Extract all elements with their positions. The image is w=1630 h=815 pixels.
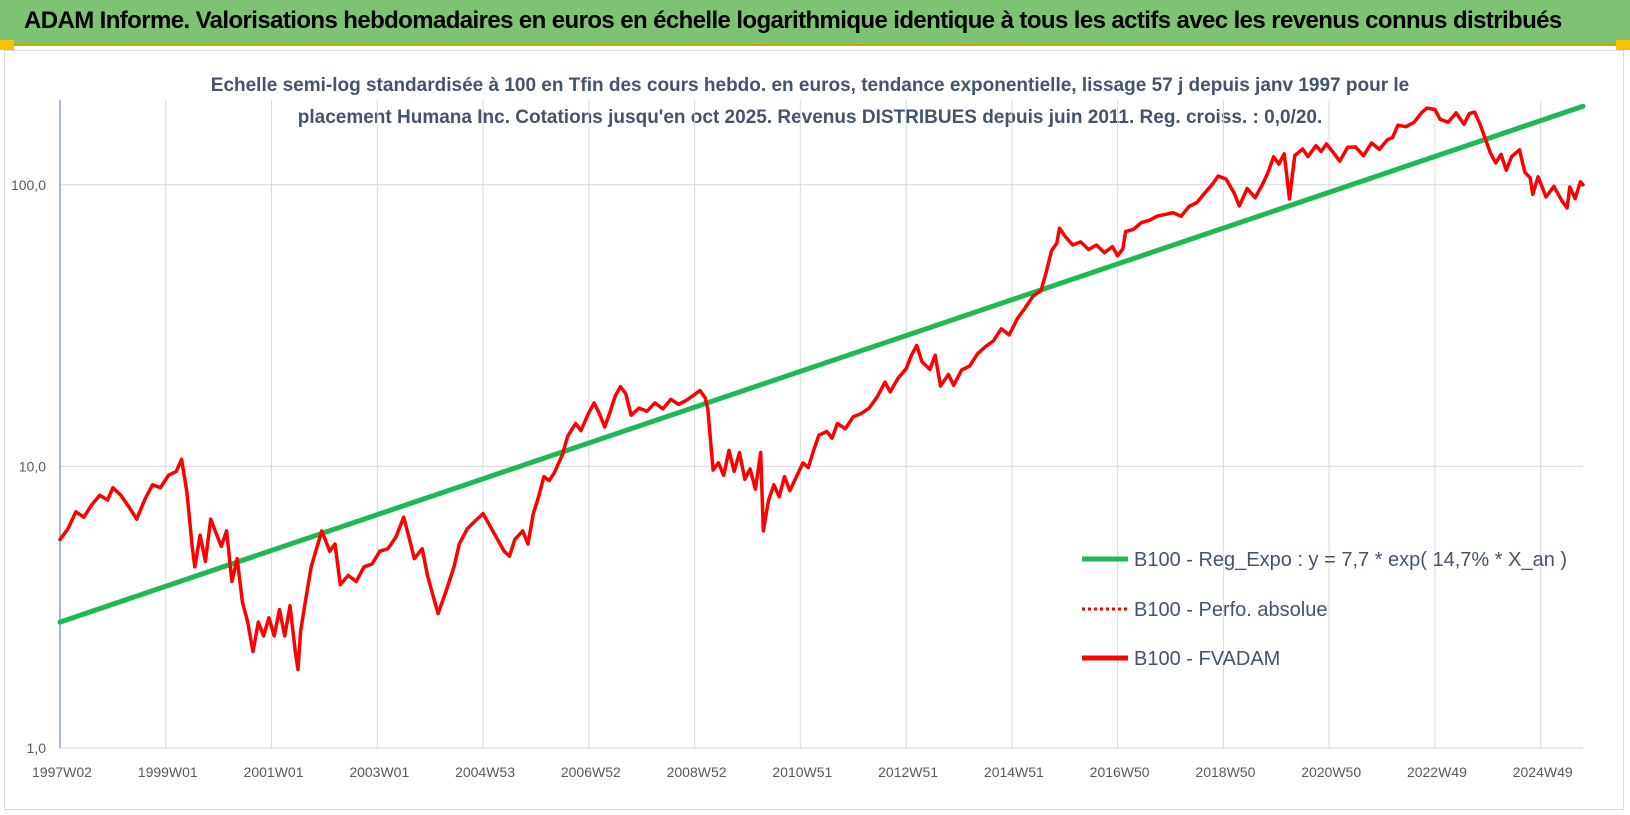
x-tick-label: 2010W51 (772, 764, 832, 780)
chart-subtitle-line-2: placement Humana Inc. Cotations jusqu'en… (298, 107, 1323, 128)
x-tick-label: 2020W50 (1301, 764, 1361, 780)
x-tick-label: 2001W01 (244, 764, 304, 780)
x-tick-label: 2016W50 (1090, 764, 1150, 780)
x-tick-label: 2024W49 (1513, 764, 1573, 780)
x-tick-label: 1999W01 (138, 764, 198, 780)
x-tick-label: 2014W51 (984, 764, 1044, 780)
chart-frame (4, 50, 1624, 810)
y-axis-ticks: 1,0 10,0 100,0 (11, 177, 46, 756)
y-tick-label: 1,0 (27, 740, 47, 756)
legend-label-fvadam: B100 - FVADAM (1134, 648, 1280, 670)
legend-label-perf: B100 - Perfo. absolue (1134, 599, 1327, 621)
x-tick-label: 2018W50 (1195, 764, 1255, 780)
x-tick-label: 1997W02 (32, 764, 92, 780)
legend-label-trend: B100 - Reg_Expo : y = 7,7 * exp( 14,7% *… (1134, 549, 1567, 571)
y-tick-label: 100,0 (11, 177, 46, 193)
series-group (57, 103, 1586, 672)
x-tick-label: 2003W01 (349, 764, 409, 780)
y-tick-label: 10,0 (19, 458, 46, 474)
x-tick-label: 2008W52 (667, 764, 727, 780)
chart-subtitle-line-1: Echelle semi-log standardisée à 100 en T… (211, 75, 1409, 96)
grid (59, 100, 1583, 749)
x-tick-label: 2006W52 (561, 764, 621, 780)
page-title: ADAM Informe. Valorisations hebdomadaire… (24, 7, 1562, 34)
corner-marker-left (0, 40, 14, 50)
x-tick-label: 2022W49 (1407, 764, 1467, 780)
x-axis-ticks: 1997W02 1999W01 2001W01 2003W01 2004W53 2006W… (32, 764, 1573, 780)
series-line-2 (58, 106, 1585, 672)
series-line-0 (57, 103, 1586, 625)
x-tick-label: 2012W51 (878, 764, 938, 780)
header-bar: ADAM Informe. Valorisations hebdomadaire… (0, 0, 1630, 46)
corner-marker-right (1616, 40, 1630, 50)
x-tick-label: 2004W53 (455, 764, 515, 780)
legend: B100 - Reg_Expo : y = 7,7 * exp( 14,7% *… (1082, 549, 1567, 670)
